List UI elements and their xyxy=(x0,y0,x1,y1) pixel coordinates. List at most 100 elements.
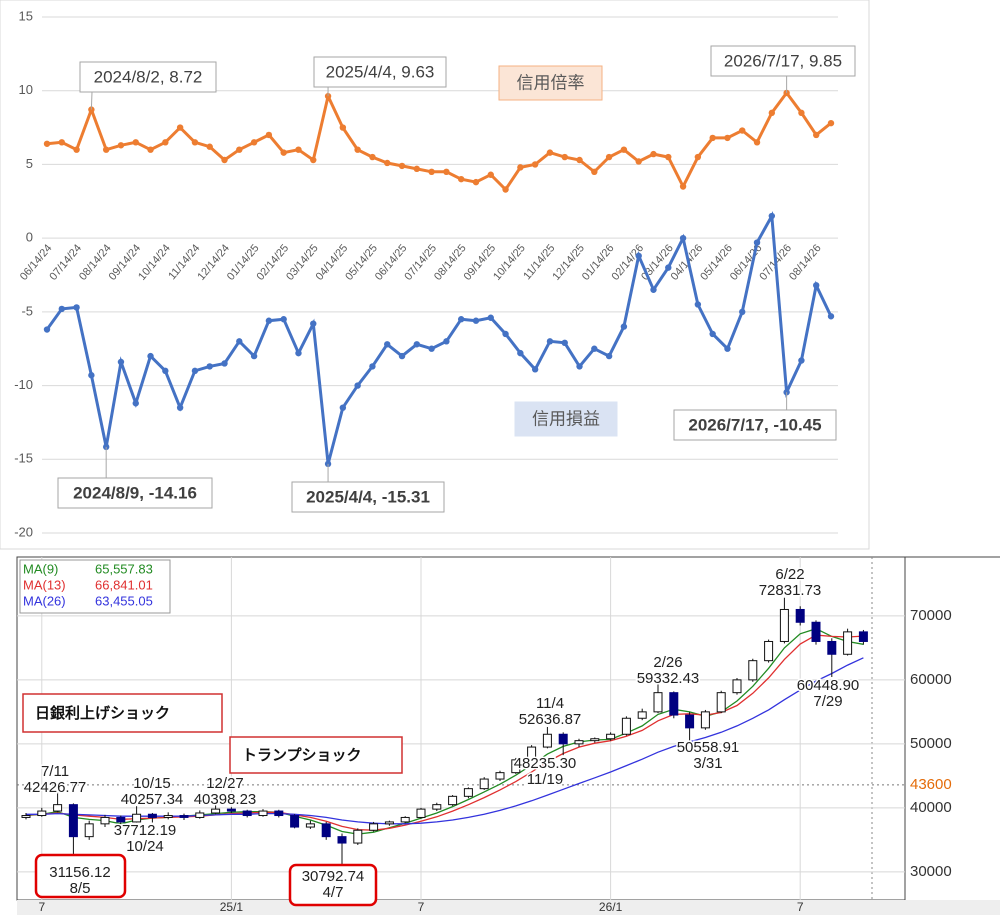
point xyxy=(546,338,554,345)
point xyxy=(457,316,465,323)
legend-name: MA(13) xyxy=(23,577,66,592)
y-tick-label: -20 xyxy=(14,524,33,539)
point xyxy=(339,404,347,411)
point xyxy=(117,358,125,366)
point xyxy=(384,341,391,348)
point xyxy=(398,352,406,360)
annotation-box xyxy=(313,56,447,88)
annotation: 52636.87 xyxy=(519,711,582,728)
callout-box xyxy=(229,736,403,774)
point xyxy=(561,153,568,161)
point xyxy=(176,404,184,411)
y-tick-label: 40000 xyxy=(910,799,952,816)
point xyxy=(354,382,361,389)
candle-body xyxy=(321,823,331,838)
series-label-box xyxy=(498,65,603,101)
point xyxy=(813,131,820,139)
annotation: 31156.12 xyxy=(49,864,110,881)
point xyxy=(443,168,450,175)
annotation: 6/22 xyxy=(775,566,804,583)
annotation: 2025/4/4, -15.31 xyxy=(306,487,430,506)
point xyxy=(665,153,672,161)
candle-body xyxy=(53,804,63,812)
candle-body xyxy=(416,808,426,818)
candle-body xyxy=(226,808,236,812)
point xyxy=(531,161,539,168)
point xyxy=(73,304,80,311)
y-tick-label: 5 xyxy=(26,156,33,171)
point xyxy=(310,320,317,327)
point xyxy=(457,175,465,183)
point xyxy=(620,146,628,153)
candle-body xyxy=(258,810,268,817)
candle-body xyxy=(590,738,600,742)
annotation: 60448.90 xyxy=(797,677,860,694)
legend-value: 66,841.01 xyxy=(95,577,153,592)
point xyxy=(236,338,243,345)
x-tick-label: 25/1 xyxy=(220,900,244,914)
y-tick-label: 0 xyxy=(26,230,33,245)
candle-body xyxy=(558,733,568,745)
point xyxy=(827,119,835,127)
series-line xyxy=(45,210,833,465)
candle-body xyxy=(369,823,379,831)
annotation: 48235.30 xyxy=(514,755,577,772)
point xyxy=(295,146,302,153)
legend-name: MA(26) xyxy=(23,593,66,608)
callout: トランプショック xyxy=(242,747,362,764)
candle-body xyxy=(748,660,758,681)
annotation: 50558.91 xyxy=(677,739,740,756)
point xyxy=(176,124,184,131)
point xyxy=(798,357,805,364)
point xyxy=(413,165,421,173)
annotation: 11/4 xyxy=(536,695,564,712)
point xyxy=(236,146,243,153)
y-tick-label: 70000 xyxy=(910,607,952,624)
annotation-box xyxy=(79,61,217,93)
candle-body xyxy=(132,813,142,823)
point xyxy=(58,305,65,313)
candle-body xyxy=(400,816,410,823)
point xyxy=(709,134,716,142)
annotation-box xyxy=(673,409,837,441)
annotation-leader xyxy=(90,91,93,110)
candle-body xyxy=(764,640,774,662)
annotation: 2024/8/2, 8.72 xyxy=(94,67,203,86)
point xyxy=(369,153,376,161)
y-tick-label: 50000 xyxy=(910,735,952,752)
candle-body xyxy=(432,804,442,810)
candle-body xyxy=(84,823,94,838)
annotation: 2026/7/17, -10.45 xyxy=(688,415,821,434)
point xyxy=(369,363,376,370)
y-tick-label: 15 xyxy=(19,8,33,23)
point xyxy=(265,317,273,324)
legend-name: MA(9) xyxy=(23,561,58,576)
point xyxy=(620,323,628,330)
candle-body xyxy=(179,815,189,818)
annotation: 12/27 xyxy=(206,775,244,792)
annotation: 3/31 xyxy=(693,755,722,772)
point xyxy=(132,400,139,407)
annotation: 2/26 xyxy=(653,654,682,671)
point xyxy=(162,139,169,146)
point xyxy=(605,352,613,360)
annotation: 42426.77 xyxy=(24,779,87,796)
candle-body xyxy=(685,714,695,729)
point xyxy=(102,146,110,153)
point xyxy=(280,149,287,156)
point xyxy=(280,316,287,323)
legend-box xyxy=(19,559,171,614)
annotation: 30792.74 xyxy=(302,868,365,885)
annotation: 40257.34 xyxy=(121,791,184,808)
point xyxy=(576,363,583,370)
point xyxy=(739,308,746,316)
candle-body xyxy=(68,804,78,838)
candle-body xyxy=(621,717,631,735)
point xyxy=(650,150,657,158)
x-tick-label: 7 xyxy=(418,900,425,914)
point xyxy=(43,326,51,333)
point xyxy=(324,460,332,468)
annotation: 37712.19 xyxy=(114,822,177,839)
candle-body xyxy=(511,759,521,774)
